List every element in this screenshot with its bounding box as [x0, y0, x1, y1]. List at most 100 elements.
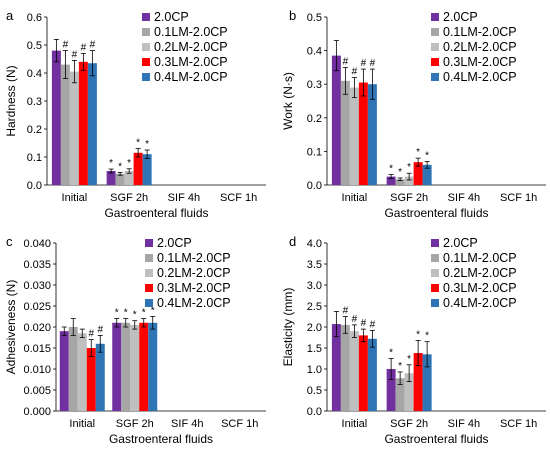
bar: [78, 61, 88, 185]
bar: [349, 87, 359, 185]
legend-label: 2.0CP: [443, 10, 478, 24]
bar: [422, 164, 432, 185]
bar: [358, 335, 368, 411]
significance-mark: *: [118, 161, 122, 172]
y-tick-label: 0.3: [307, 79, 322, 91]
y-tick-label: 0.040: [23, 238, 51, 250]
legend-label: 0.1LM-2.0CP: [154, 25, 228, 39]
category-label: Initial: [69, 418, 95, 430]
y-tick-label: 0.000: [23, 406, 51, 418]
legend-label: 2.0CP: [443, 236, 478, 250]
legend-label: 0.3LM-2.0CP: [157, 281, 231, 295]
legend-label: 2.0CP: [154, 10, 189, 24]
legend-label: 0.1LM-2.0CP: [443, 251, 517, 265]
significance-mark: #: [352, 66, 358, 77]
legend-label: 0.4LM-2.0CP: [157, 296, 231, 310]
significance-mark: #: [63, 40, 69, 51]
legend-swatch: [431, 299, 439, 307]
significance-mark: *: [142, 308, 146, 319]
legend-label: 0.3LM-2.0CP: [443, 281, 517, 295]
bar: [340, 80, 350, 185]
bar: [404, 176, 414, 185]
significance-mark: #: [90, 40, 96, 51]
bar: [106, 171, 116, 185]
y-tick-label: 0.1: [27, 152, 42, 164]
bar: [142, 154, 152, 185]
bar: [422, 354, 432, 411]
x-axis-title: Gastroenteral fluids: [384, 206, 488, 220]
category-label: SCF 1h: [220, 192, 257, 204]
category-label: SGF 2h: [116, 418, 154, 430]
y-tick-label: 2.5: [307, 301, 322, 313]
significance-mark: *: [425, 150, 429, 161]
significance-mark: *: [398, 167, 402, 178]
significance-mark: *: [398, 361, 402, 372]
category-label: SCF 1h: [500, 192, 537, 204]
bar: [112, 322, 122, 411]
significance-mark: *: [416, 147, 420, 158]
x-axis-title: Gastroenteral fluids: [384, 432, 488, 446]
bar: [413, 162, 423, 185]
y-tick-label: 0.2: [307, 113, 322, 125]
category-label: SGF 2h: [390, 418, 428, 430]
legend-swatch: [431, 13, 439, 21]
category-label: Initial: [342, 418, 368, 430]
y-tick-label: 0.5: [307, 385, 322, 397]
significance-mark: *: [407, 162, 411, 173]
bar: [130, 324, 140, 411]
bar: [413, 353, 423, 411]
y-tick-label: 0.015: [23, 343, 51, 355]
y-tick-label: 0.4: [27, 68, 42, 80]
legend-label: 0.2LM-2.0CP: [443, 266, 517, 280]
significance-mark: #: [81, 42, 87, 53]
bar: [51, 50, 61, 185]
bar: [87, 63, 97, 186]
significance-mark: *: [389, 348, 393, 359]
panel-label: c: [6, 234, 13, 249]
significance-mark: #: [343, 306, 349, 317]
bar: [86, 348, 96, 411]
bar: [69, 71, 79, 185]
significance-mark: #: [88, 329, 94, 340]
y-tick-label: 0.020: [23, 322, 51, 334]
y-tick-label: 0.2: [27, 124, 42, 136]
legend-swatch: [142, 43, 150, 51]
bar: [367, 84, 377, 185]
significance-mark: *: [145, 139, 149, 150]
legend-label: 0.4LM-2.0CP: [443, 70, 517, 84]
significance-mark: *: [133, 310, 137, 321]
y-tick-label: 0.3: [27, 96, 42, 108]
significance-mark: #: [97, 324, 103, 335]
y-axis-title: Elasticity (mm): [281, 288, 295, 367]
y-tick-label: 0.6: [27, 12, 42, 24]
chart-panel-c: c 0.000 0.005 0.010 0.015 0.020 0.025 0.030 0.03…: [4, 234, 266, 446]
bar: [395, 179, 405, 185]
bar: [331, 324, 341, 411]
legend-label: 0.1LM-2.0CP: [443, 25, 517, 39]
panel-label: d: [289, 234, 296, 249]
significance-mark: *: [127, 158, 131, 169]
legend-label: 0.1LM-2.0CP: [157, 251, 231, 265]
y-tick-label: 0.1: [307, 146, 322, 158]
y-axis-title: Work (N·s): [281, 72, 295, 130]
category-label: SGF 2h: [390, 192, 428, 204]
y-tick-label: 0.5: [27, 40, 42, 52]
significance-mark: *: [124, 308, 128, 319]
category-label: SIF 4h: [448, 192, 480, 204]
bar: [139, 322, 149, 411]
legend-swatch: [145, 299, 153, 307]
bar: [68, 327, 78, 411]
category-label: SIF 4h: [168, 192, 200, 204]
significance-mark: *: [136, 138, 140, 149]
legend-label: 0.4LM-2.0CP: [443, 296, 517, 310]
y-tick-label: 1.5: [307, 343, 322, 355]
bar: [395, 378, 405, 411]
legend-label: 0.2LM-2.0CP: [443, 40, 517, 54]
bar: [148, 322, 158, 411]
x-axis-title: Gastroenteral fluids: [104, 206, 208, 220]
significance-mark: *: [407, 354, 411, 365]
bar: [121, 322, 131, 411]
significance-mark: *: [389, 164, 393, 175]
legend-swatch: [431, 284, 439, 292]
